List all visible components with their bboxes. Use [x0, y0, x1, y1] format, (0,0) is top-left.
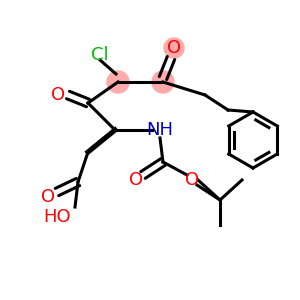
Circle shape: [107, 71, 129, 93]
Text: NH: NH: [146, 121, 173, 139]
Text: HO: HO: [43, 208, 71, 226]
Circle shape: [152, 71, 174, 93]
Text: O: O: [185, 171, 199, 189]
Circle shape: [164, 38, 184, 58]
Text: O: O: [129, 171, 143, 189]
Text: Cl: Cl: [91, 46, 109, 64]
Text: O: O: [167, 39, 181, 57]
Text: O: O: [41, 188, 55, 206]
Text: O: O: [51, 86, 65, 104]
